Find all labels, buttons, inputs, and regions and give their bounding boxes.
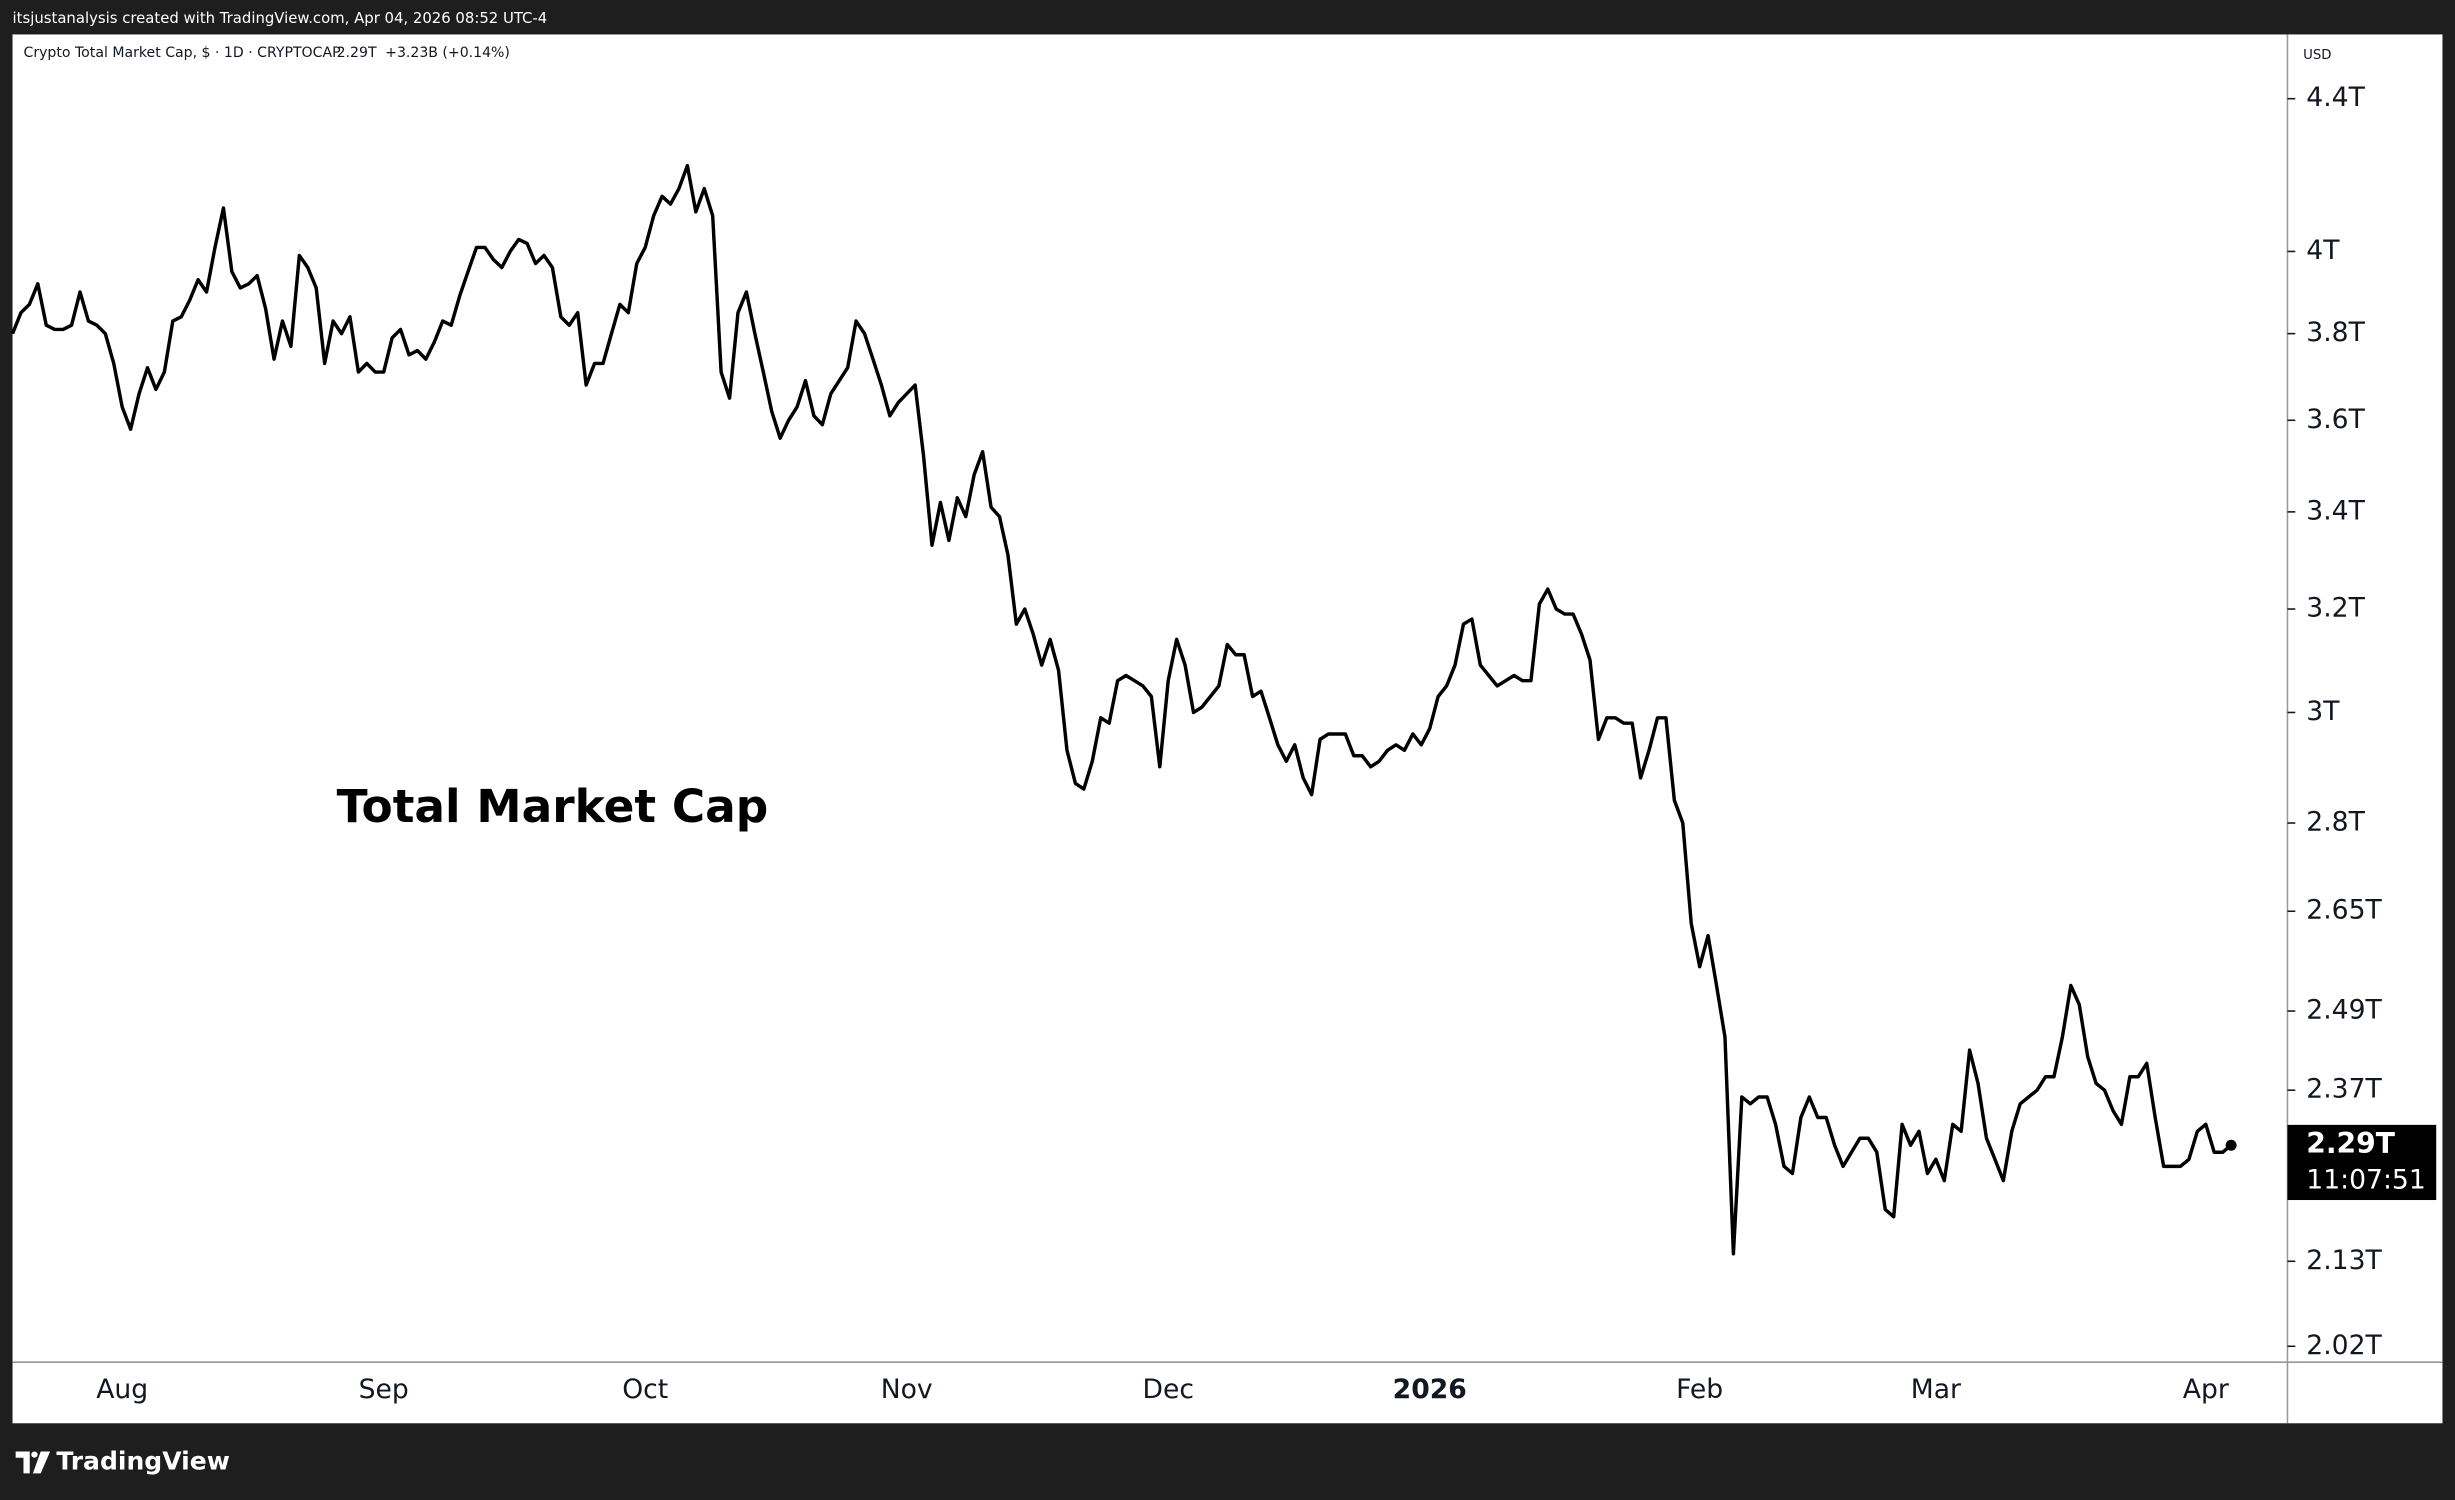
credit: itsjustanalysis created with TradingView… (13, 9, 548, 27)
legend-change: +3.23B (+0.14%) (385, 45, 510, 61)
y-tick-label: 2.8T (2306, 807, 2365, 838)
y-tick-label: 3.6T (2306, 404, 2365, 435)
y-tick-label: 2.13T (2306, 1245, 2382, 1276)
y-tick-label: 2.65T (2306, 895, 2382, 926)
x-tick-label: Mar (1911, 1374, 1961, 1405)
y-tick-label: 3.8T (2306, 317, 2365, 348)
y-tick-label: 3.2T (2306, 593, 2365, 624)
x-tick-label: Aug (96, 1374, 148, 1405)
logo: TradingView (15, 1446, 230, 1475)
brand: TradingView (56, 1446, 230, 1475)
price-label: 2.29T (2306, 1127, 2396, 1160)
x-tick-label: Feb (1676, 1374, 1723, 1405)
y-tick-label: 2.49T (2306, 995, 2382, 1026)
logo-icon (31, 1451, 38, 1458)
y-tick-label: 3.4T (2306, 495, 2365, 526)
y-tick-label: 2.02T (2306, 1330, 2382, 1361)
annotation: Total Market Cap (337, 780, 769, 833)
price-countdown: 11:07:51 (2306, 1165, 2426, 1196)
x-tick-label: Sep (359, 1374, 409, 1405)
currency: USD (2303, 48, 2331, 63)
symbol-legend: Crypto Total Market Cap, $ · 1D · CRYPTO… (23, 45, 341, 61)
x-tick-label: Nov (881, 1374, 933, 1405)
y-tick-label: 3T (2306, 696, 2340, 727)
x-tick-label: Dec (1142, 1374, 1193, 1405)
y-tick-label: 2.37T (2306, 1074, 2382, 1105)
y-tick-label: 4.4T (2306, 82, 2365, 113)
price-line (10, 163, 2233, 1256)
y-tick-label: 4T (2306, 235, 2340, 266)
logo-icon (32, 1451, 51, 1474)
logo-icon (15, 1451, 30, 1474)
last-point (2225, 1139, 2237, 1151)
price-label-box (2287, 1124, 2437, 1201)
x-tick-label: Apr (2183, 1374, 2229, 1405)
x-tick-label: 2026 (1393, 1374, 1467, 1405)
x-tick-label: Oct (622, 1374, 668, 1405)
legend-last: 2.29T (337, 45, 377, 61)
chart-panel (12, 34, 2443, 1424)
